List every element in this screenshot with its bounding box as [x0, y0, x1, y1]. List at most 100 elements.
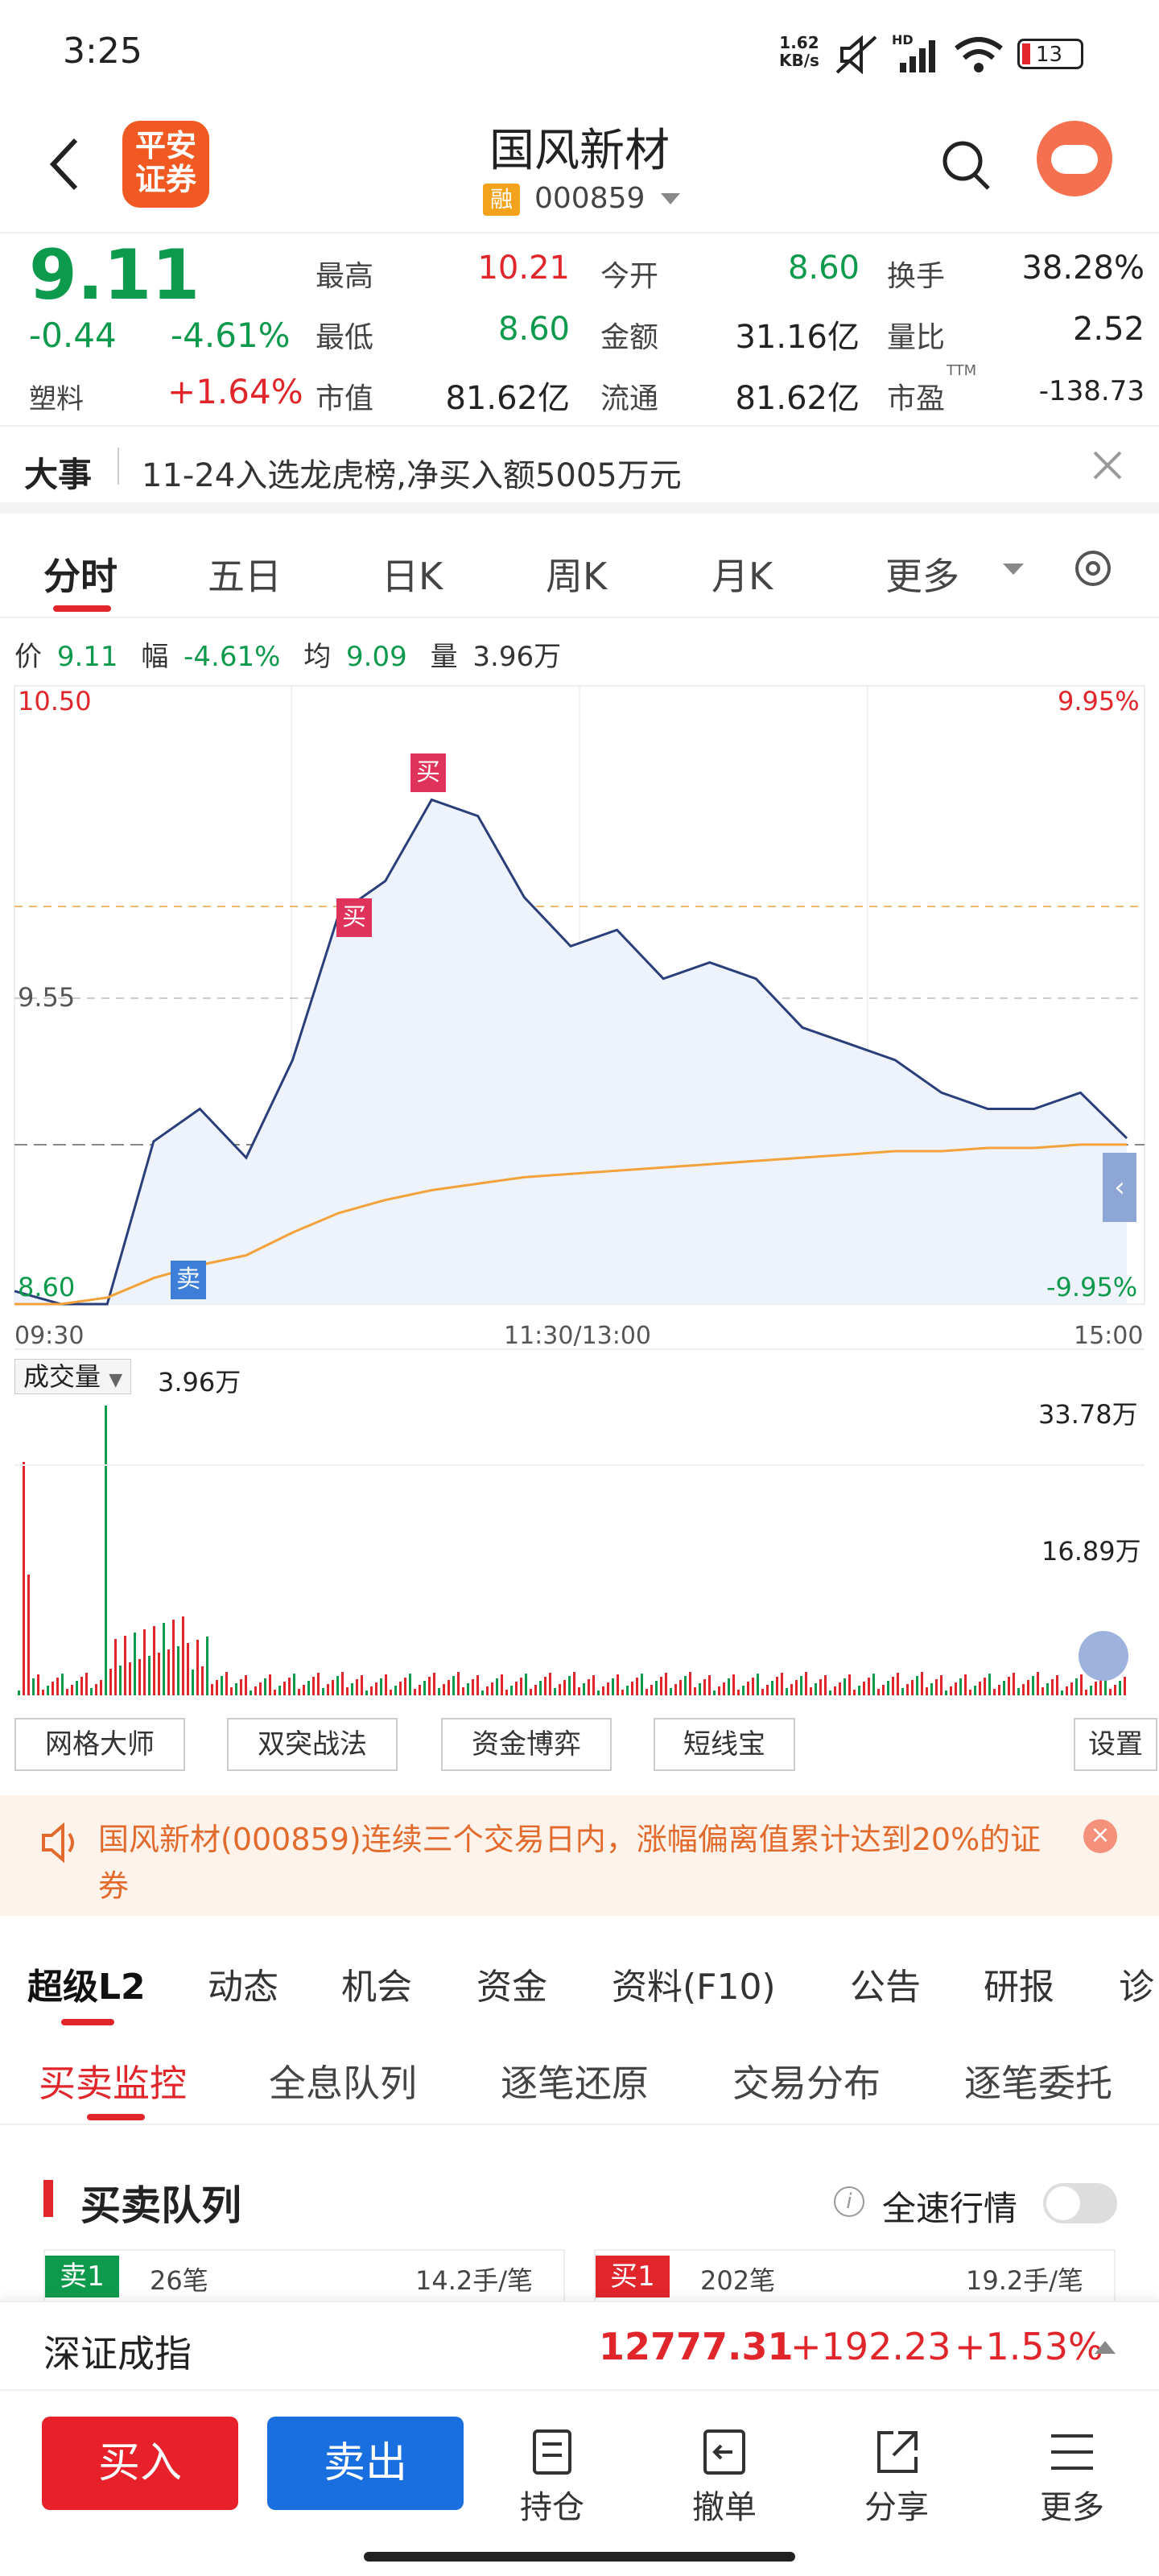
volume-bar	[390, 1690, 392, 1695]
risk-notice[interactable]: 国风新材(000859)连续三个交易日内，涨幅偏离值累计达到20%的证券 ×	[0, 1795, 1159, 1916]
price-change: -0.44	[29, 316, 117, 355]
sell-marker[interactable]: 卖	[171, 1261, 206, 1299]
sell1-row[interactable]: 卖1 26笔 14.2手/笔	[43, 2249, 565, 2302]
share-button[interactable]: 分享	[848, 2425, 945, 2528]
volume-bar	[414, 1689, 416, 1695]
tab-tick-orders[interactable]: 逐笔委托	[964, 2062, 1112, 2105]
volume-bar	[1119, 1681, 1121, 1695]
toggle-label: 全速行情	[882, 2189, 1018, 2228]
tool-grid-master[interactable]: 网格大师	[14, 1718, 185, 1771]
index-pct: +1.53%	[955, 2325, 1103, 2368]
volume-bar	[361, 1675, 363, 1695]
pct-top-label: 9.95%	[1058, 686, 1140, 716]
tab-opportunity[interactable]: 机会	[341, 1967, 412, 2008]
full-speed-toggle[interactable]	[1043, 2183, 1117, 2223]
fullscreen-icon[interactable]	[1079, 1631, 1128, 1681]
volume-bar	[737, 1690, 740, 1695]
more-button[interactable]: 更多	[1024, 2425, 1120, 2528]
volume-bar	[1114, 1685, 1116, 1695]
volume-bar	[829, 1690, 831, 1695]
volume-bar	[776, 1677, 778, 1695]
tab-intraday[interactable]: 分时	[43, 555, 118, 598]
tab-super-l2[interactable]: 超级L2	[27, 1967, 146, 2008]
volume-bar	[926, 1687, 928, 1695]
gear-icon[interactable]	[1069, 544, 1117, 592]
volume-bar	[824, 1675, 827, 1695]
volume-bar	[843, 1678, 846, 1695]
tab-funds[interactable]: 资金	[476, 1967, 547, 2008]
volume-bar	[404, 1678, 406, 1695]
tab-more[interactable]: 更多	[885, 555, 959, 598]
volume-bar	[998, 1685, 1000, 1695]
sell-button[interactable]: 卖出	[267, 2417, 464, 2510]
volume-bar	[27, 1575, 30, 1695]
mktcap-label: 市值	[316, 382, 374, 415]
index-ticker[interactable]: 深证成指 12777.31 +192.23 +1.53%	[0, 2301, 1159, 2389]
close-icon[interactable]: ×	[1083, 1819, 1117, 1853]
tool-fund-game[interactable]: 资金博弈	[441, 1718, 612, 1771]
volume-bar	[317, 1673, 320, 1695]
volume-bar	[61, 1674, 64, 1695]
tab-trade-monitor[interactable]: 买卖监控	[39, 2062, 187, 2105]
volume-bar	[834, 1686, 836, 1695]
volume-bar	[172, 1620, 175, 1695]
volume-bar	[283, 1682, 286, 1695]
tab-f10[interactable]: 资料(F10)	[612, 1967, 776, 2008]
volume-bar	[573, 1672, 575, 1695]
volume-bar	[670, 1688, 672, 1695]
buy1-row[interactable]: 买1 202笔 19.2手/笔	[594, 2249, 1116, 2302]
volume-bar	[549, 1673, 551, 1695]
index-value: 12777.31	[599, 2325, 794, 2368]
tab-dynamics[interactable]: 动态	[208, 1967, 278, 2008]
volume-bar	[332, 1680, 334, 1695]
search-icon[interactable]	[940, 137, 992, 193]
volume-bar	[641, 1674, 643, 1695]
tab-tick-restore[interactable]: 逐笔还原	[501, 2062, 649, 2105]
buy-marker-1[interactable]: 买	[410, 753, 446, 792]
cancel-order-button[interactable]: 撤单	[676, 2425, 773, 2528]
buy-button[interactable]: 买入	[42, 2417, 238, 2510]
battery-level: 13	[1036, 43, 1063, 67]
volume-bar	[269, 1674, 271, 1695]
assistant-avatar[interactable]	[1037, 121, 1112, 196]
sector-name[interactable]: 塑料	[29, 383, 84, 415]
event-bar[interactable]: 大事 11-24入选龙虎榜,净买入额5005万元	[0, 425, 1159, 514]
tool-double-break[interactable]: 双突战法	[227, 1718, 398, 1771]
tab-trade-distribution[interactable]: 交易分布	[732, 2062, 881, 2105]
tab-daily-k[interactable]: 日K	[382, 555, 443, 598]
tab-five-day[interactable]: 五日	[208, 555, 282, 598]
volume-bar	[752, 1678, 754, 1695]
indicator-select[interactable]: 成交量 ▼	[14, 1359, 132, 1394]
volume-bar	[1046, 1683, 1049, 1695]
info-vol: 3.96万	[472, 641, 562, 673]
close-icon[interactable]	[1091, 449, 1124, 481]
volume-bar	[1008, 1677, 1010, 1695]
chart-collapse-handle[interactable]: ‹	[1103, 1153, 1136, 1222]
price-line	[14, 798, 1128, 1306]
volume-bar	[167, 1649, 170, 1695]
buy-marker-2[interactable]: 买	[336, 898, 372, 937]
tab-announcements[interactable]: 公告	[850, 1967, 921, 2008]
tab-full-queue[interactable]: 全息队列	[269, 2062, 417, 2105]
tool-short-line[interactable]: 短线宝	[654, 1718, 795, 1771]
logo-line2: 证券	[134, 162, 196, 197]
tool-settings[interactable]: 设置	[1074, 1718, 1157, 1771]
info-icon[interactable]: i	[834, 2186, 864, 2217]
tab-weekly-k[interactable]: 周K	[546, 555, 608, 598]
tab-monthly-k[interactable]: 月K	[711, 555, 773, 598]
holdings-button[interactable]: 持仓	[504, 2425, 600, 2528]
y-bottom-label: 8.60	[18, 1272, 76, 1302]
volume-bar	[481, 1690, 484, 1695]
volume-bar	[380, 1678, 382, 1695]
back-icon[interactable]	[45, 135, 85, 193]
cancel-order-label: 撤单	[692, 2489, 757, 2526]
volume-bar	[288, 1678, 291, 1695]
stock-code[interactable]: 000859	[534, 182, 682, 215]
volume-bar	[18, 1690, 20, 1695]
y-mid-label: 9.55	[18, 982, 76, 1013]
bottom-bar: 买入 卖出 持仓 撤单 分享 更多	[0, 2389, 1159, 2576]
tab-research[interactable]: 研报	[984, 1967, 1054, 2008]
volume-bar	[341, 1672, 344, 1695]
intraday-chart[interactable]: 价 9.11 幅 -4.61% 均 9.09 量 3.96万 10.50 9.5…	[0, 620, 1159, 1731]
tab-diagnosis[interactable]: 诊	[1119, 1967, 1154, 2008]
